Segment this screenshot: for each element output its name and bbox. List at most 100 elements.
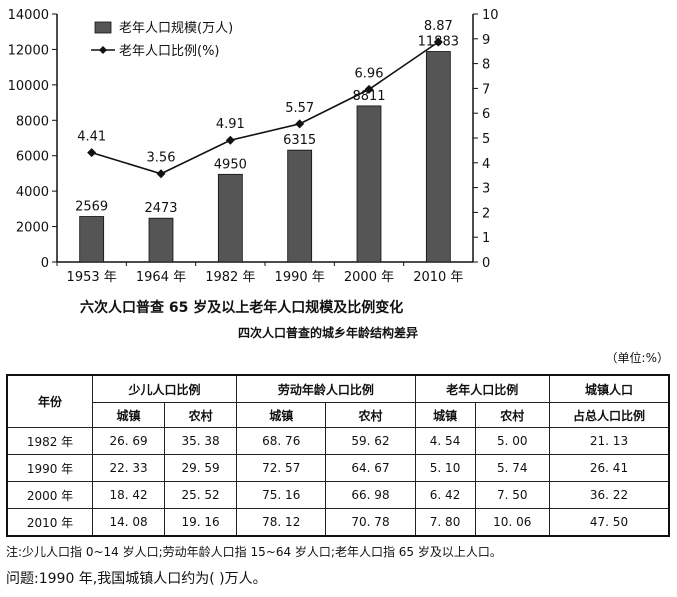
right-tick-label: 6 — [482, 107, 490, 122]
bar-value-label: 4950 — [214, 157, 247, 172]
table-cell: 7. 50 — [474, 481, 551, 509]
header-urban-share-line1: 城镇人口 — [549, 374, 670, 403]
subheader-urban: 城镇 — [91, 402, 166, 428]
right-tick-label: 0 — [482, 256, 490, 271]
table-cell: 1990 年 — [6, 454, 93, 482]
table-cell: 22. 33 — [91, 454, 166, 482]
table-cell: 35. 38 — [164, 427, 238, 455]
table-cell: 18. 42 — [91, 481, 166, 509]
bar-value-label: 2569 — [75, 199, 108, 214]
left-tick-label: 4000 — [16, 185, 49, 200]
table-cell: 5. 74 — [474, 454, 551, 482]
line-point-marker — [87, 148, 97, 158]
table-cell: 72. 57 — [236, 454, 327, 482]
right-tick-label: 1 — [482, 231, 490, 246]
legend-bar-label: 老年人口规模(万人) — [119, 21, 233, 36]
table-cell: 47. 50 — [549, 508, 670, 537]
left-tick-label: 0 — [41, 256, 49, 271]
line-value-label: 4.91 — [216, 117, 245, 132]
table-cell: 64. 67 — [325, 454, 416, 482]
header-group-children: 少儿人口比例 — [91, 374, 238, 403]
line-value-label: 5.57 — [285, 101, 314, 116]
line-point-marker — [225, 135, 235, 145]
bar-value-label: 6315 — [283, 133, 316, 148]
line-point-marker — [295, 119, 305, 129]
combo-chart: 0 2000 4000 6000 8000 10000 12000 14000 0 1 2 3 4 5 6 7… — [8, 8, 499, 285]
right-tick-label: 5 — [482, 132, 490, 147]
right-tick-label: 7 — [482, 82, 490, 97]
line-value-label: 4.41 — [77, 130, 106, 145]
x-tick-label: 2000 年 — [344, 270, 394, 285]
table-cell: 10. 06 — [474, 508, 551, 537]
right-tick-label: 9 — [482, 33, 490, 48]
census-table: 年份 少儿人口比例 劳动年龄人口比例 老年人口比例 城镇人口 城镇 农村 城镇 … — [6, 374, 670, 537]
subheader-rural: 农村 — [474, 402, 551, 428]
table-cell: 68. 76 — [236, 427, 327, 455]
table-cell: 19. 16 — [164, 508, 238, 537]
table-cell: 29. 59 — [164, 454, 238, 482]
x-tick-label: 1982 年 — [205, 270, 255, 285]
header-group-elderly: 老年人口比例 — [414, 374, 551, 403]
right-tick-label: 4 — [482, 157, 490, 172]
table-cell: 26. 41 — [549, 454, 670, 482]
question-text: 问题:1990 年,我国城镇人口约为( )万人。 — [6, 571, 267, 587]
left-tick-label: 6000 — [16, 150, 49, 165]
left-tick-label: 14000 — [8, 8, 49, 23]
right-tick-label: 3 — [482, 182, 490, 197]
bar — [148, 217, 174, 263]
table-row: 1982 年 26. 69 35. 38 68. 76 59. 62 4. 54… — [6, 427, 670, 455]
bar — [425, 51, 451, 263]
table-cell: 14. 08 — [91, 508, 166, 537]
line-value-label: 6.96 — [355, 66, 384, 81]
bar-value-label: 2473 — [144, 201, 177, 216]
table-cell: 4. 54 — [414, 427, 476, 455]
header-urban-share-line2: 占总人口比例 — [549, 402, 670, 428]
right-tick-label: 2 — [482, 206, 490, 221]
left-tick-label: 12000 — [8, 43, 49, 58]
subheader-urban: 城镇 — [236, 402, 327, 428]
table-cell: 5. 10 — [414, 454, 476, 482]
table-cell: 6. 42 — [414, 481, 476, 509]
chart-title: 六次人口普查 65 岁及以上老年人口规模及比例变化 — [80, 300, 404, 316]
footnote: 注:少儿人口指 0~14 岁人口;劳动年龄人口指 15~64 岁人口;老年人口指… — [6, 545, 502, 559]
table-cell: 36. 22 — [549, 481, 670, 509]
bar — [356, 105, 382, 263]
table-cell: 7. 80 — [414, 508, 476, 537]
header-year: 年份 — [6, 374, 93, 428]
table-cell: 59. 62 — [325, 427, 416, 455]
table-cell: 1982 年 — [6, 427, 93, 455]
table-unit: （单位:%） — [605, 351, 669, 365]
x-tick-label: 1953 年 — [67, 270, 117, 285]
line-value-label: 3.56 — [147, 151, 176, 166]
table-cell: 26. 69 — [91, 427, 166, 455]
table-cell: 2000 年 — [6, 481, 93, 509]
x-tick-label: 2010 年 — [413, 270, 463, 285]
table-cell: 5. 00 — [474, 427, 551, 455]
bar — [217, 173, 243, 263]
right-tick-label: 10 — [482, 8, 499, 23]
x-tick-label: 1990 年 — [275, 270, 325, 285]
subheader-urban: 城镇 — [414, 402, 476, 428]
left-tick-label: 8000 — [16, 114, 49, 129]
line-point-marker — [364, 84, 374, 94]
legend-bar-swatch — [94, 21, 112, 34]
table-row: 1990 年 22. 33 29. 59 72. 57 64. 67 5. 10… — [6, 454, 670, 482]
legend-line-marker — [99, 46, 107, 54]
bar — [287, 149, 313, 263]
table-cell: 25. 52 — [164, 481, 238, 509]
table-cell: 2010 年 — [6, 508, 93, 537]
table-cell: 21. 13 — [549, 427, 670, 455]
bar — [79, 216, 105, 263]
table-cell: 66. 98 — [325, 481, 416, 509]
line-series-path — [91, 41, 439, 175]
table-title: 四次人口普查的城乡年龄结构差异 — [238, 326, 419, 340]
left-tick-label: 10000 — [8, 79, 49, 94]
right-tick-label: 8 — [482, 58, 490, 73]
table-row: 2010 年 14. 08 19. 16 78. 12 70. 78 7. 80… — [6, 508, 670, 537]
table-cell: 75. 16 — [236, 481, 327, 509]
header-group-working: 劳动年龄人口比例 — [236, 374, 416, 403]
line-point-marker — [156, 169, 166, 179]
table-row: 2000 年 18. 42 25. 52 75. 16 66. 98 6. 42… — [6, 481, 670, 509]
subheader-rural: 农村 — [325, 402, 416, 428]
subheader-rural: 农村 — [164, 402, 238, 428]
